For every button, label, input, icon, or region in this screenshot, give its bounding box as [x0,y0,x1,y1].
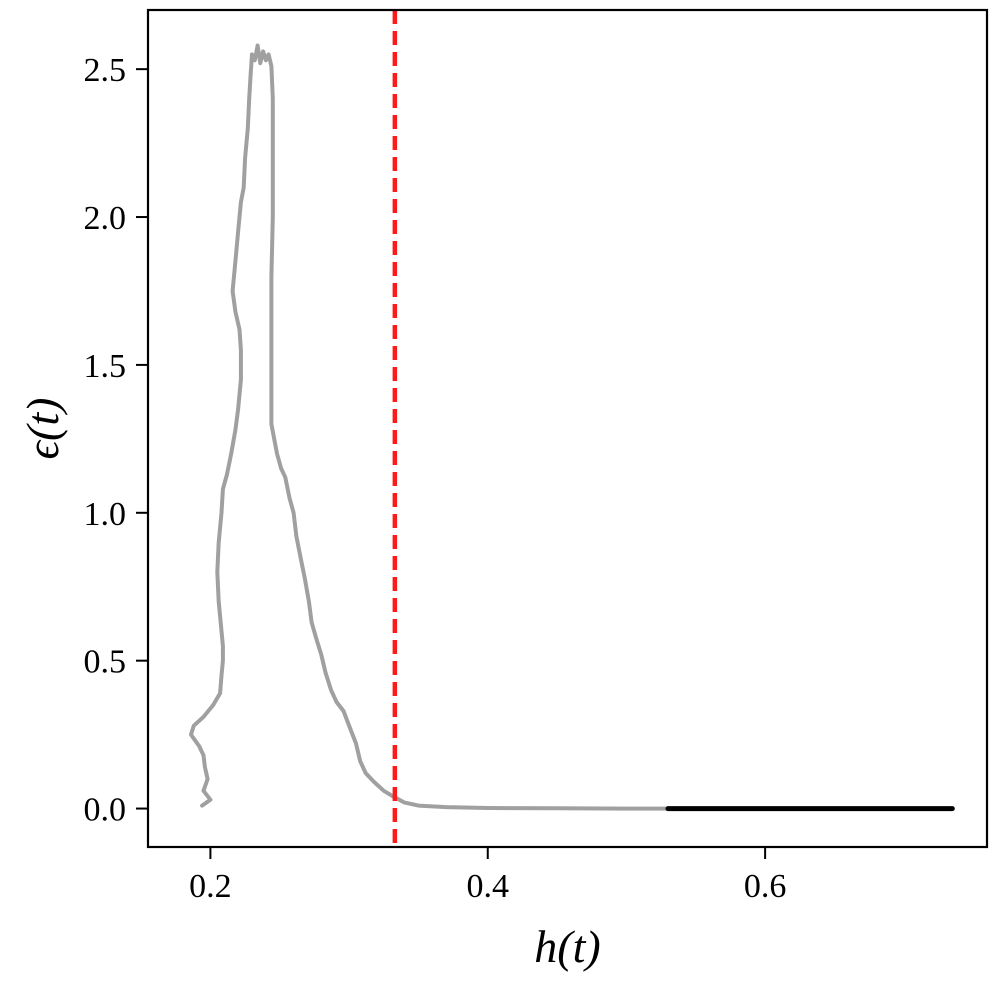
y-tick-label: 2.0 [84,200,127,237]
y-tick-label: 1.5 [84,348,127,385]
y-axis-ticks: 0.0 0.5 1.0 1.5 2.0 2.5 [84,52,148,829]
x-tick-label: 0.2 [189,868,232,905]
x-tick-label: 0.4 [467,868,510,905]
y-tick-label: 0.0 [84,792,127,829]
y-tick-label: 1.0 [84,496,127,533]
y-tick-label: 2.5 [84,52,127,89]
series-line-0 [189,43,670,811]
series-layer [189,43,955,812]
y-tick-label: 0.5 [84,644,127,681]
plot-frame [146,8,989,849]
x-axis-label: h(t) [534,921,600,972]
y-axis-label: ϵ(t) [17,398,68,460]
x-tick-label: 0.6 [744,868,787,905]
x-axis-ticks: 0.2 0.4 0.6 [189,847,786,905]
